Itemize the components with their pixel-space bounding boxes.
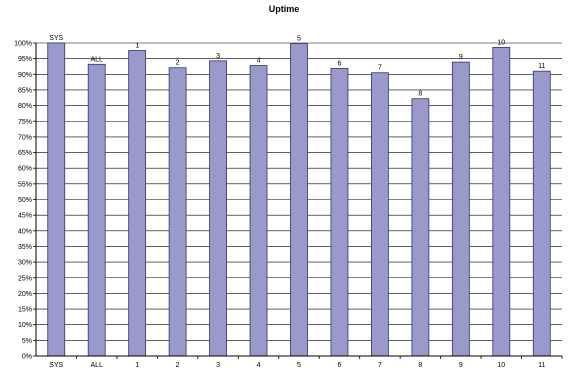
bar-all <box>87 63 106 357</box>
data-label: 2 <box>176 60 180 67</box>
x-tick-label: 9 <box>459 362 463 369</box>
bar-10 <box>492 46 511 357</box>
y-tick-label: 15% <box>18 307 32 314</box>
y-tick-label: 5% <box>22 338 32 345</box>
data-label: 7 <box>378 65 382 72</box>
y-tick-label: 55% <box>18 181 32 188</box>
data-labels: SYS ALL 1 2 3 4 5 6 7 8 9 10 11 <box>49 35 545 98</box>
data-label: 11 <box>538 63 545 70</box>
data-label: 1 <box>135 43 139 50</box>
y-tick-label: 90% <box>18 72 32 79</box>
bar-1 <box>128 50 147 357</box>
y-tick-label: 60% <box>18 166 32 173</box>
bar-11 <box>532 70 551 357</box>
bars <box>47 42 551 357</box>
y-tick-label: 80% <box>18 103 32 110</box>
x-tick-label: 4 <box>257 362 261 369</box>
x-tick-label: 11 <box>538 362 545 369</box>
data-label: 6 <box>338 60 342 67</box>
bar-7 <box>371 72 389 357</box>
y-tick-label: 45% <box>18 213 32 220</box>
x-tick-label: 3 <box>216 362 220 369</box>
y-tick-label: 30% <box>18 260 32 267</box>
x-tick-label: 7 <box>378 362 382 369</box>
y-tick-label: 70% <box>18 134 32 141</box>
bar-6 <box>330 67 349 357</box>
axes <box>35 43 562 357</box>
x-tick-label: 5 <box>297 362 301 369</box>
y-tick-label: 10% <box>18 322 32 329</box>
y-tick-label: 35% <box>18 244 32 251</box>
data-label: 9 <box>459 54 463 61</box>
y-tick-label: 100% <box>14 41 32 48</box>
y-tick-label: 65% <box>18 150 32 157</box>
x-tick-label: 1 <box>135 362 139 369</box>
data-label: SYS <box>49 35 63 42</box>
x-tick-label: 6 <box>338 362 342 369</box>
data-label: 5 <box>297 36 301 43</box>
y-tick-label: 0% <box>22 354 32 361</box>
y-tick-label: 95% <box>18 56 32 63</box>
bar-5 <box>290 43 308 357</box>
bar-4 <box>249 65 268 357</box>
x-tick-label: SYS <box>49 362 63 369</box>
x-tick-label: 10 <box>497 362 505 369</box>
y-tick-label: 20% <box>18 291 32 298</box>
y-tick-label: 75% <box>18 119 32 126</box>
data-label: 8 <box>418 91 422 98</box>
y-tick-label: 85% <box>18 87 32 94</box>
data-label: 10 <box>497 39 505 46</box>
bar-sys <box>47 42 66 357</box>
x-tick-label: ALL <box>90 362 103 369</box>
y-axis-ticks: 0% 5% 10% 15% 20% 25% 30% 35% 40% 45% 50% 55% 60% 65%… <box>14 41 36 361</box>
y-tick-label: 40% <box>18 228 32 235</box>
bar-3 <box>209 60 227 357</box>
y-tick-label: 50% <box>18 197 32 204</box>
data-label: ALL <box>90 56 103 63</box>
data-label: 4 <box>257 58 261 65</box>
bar-8 <box>411 98 430 357</box>
x-axis-ticks: SYS ALL 1 2 3 4 5 6 7 8 9 10 11 <box>49 356 563 369</box>
y-tick-label: 25% <box>18 275 32 282</box>
bar-2 <box>168 67 187 357</box>
x-tick-label: 2 <box>176 362 180 369</box>
x-tick-label: 8 <box>418 362 422 369</box>
chart-title: Uptime <box>268 4 300 14</box>
bar-9 <box>451 61 470 357</box>
data-label: 3 <box>216 53 220 60</box>
